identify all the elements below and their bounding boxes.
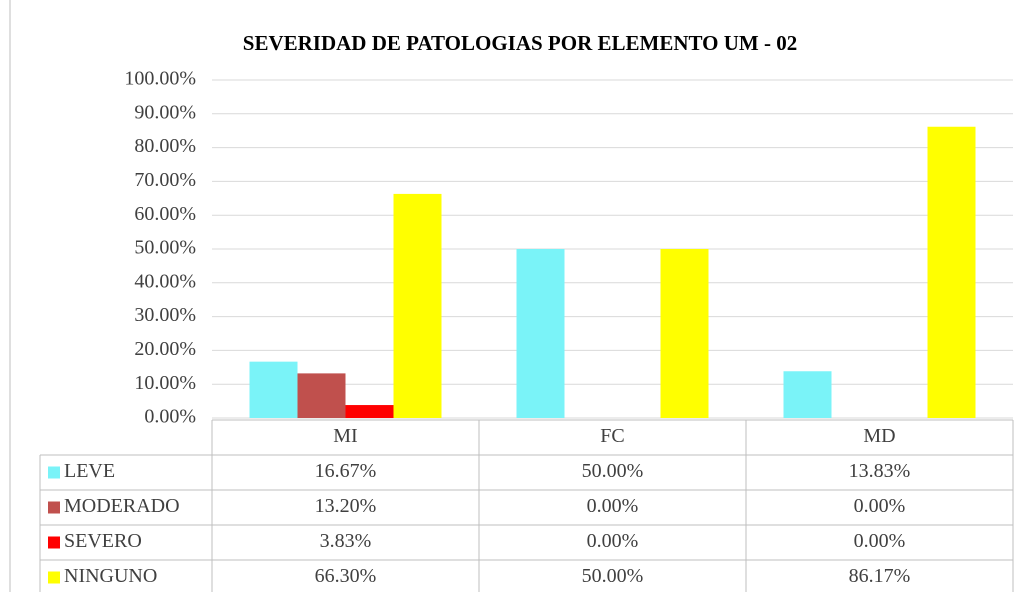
- y-tick-label: 30.00%: [134, 304, 196, 326]
- legend-label: MODERADO: [64, 495, 180, 517]
- legend-label: SEVERO: [64, 530, 142, 552]
- table-value: 13.20%: [315, 495, 377, 517]
- y-tick-label: 80.00%: [134, 135, 196, 157]
- x-tick-label: MI: [333, 425, 357, 447]
- table-value: 50.00%: [582, 565, 644, 587]
- bar: [249, 361, 298, 418]
- bar: [345, 405, 394, 418]
- legend-swatch: [48, 571, 60, 584]
- y-tick-label: 60.00%: [134, 203, 196, 225]
- legend-label: NINGUNO: [64, 565, 157, 587]
- y-tick-label: 10.00%: [134, 372, 196, 394]
- x-tick-label: MD: [863, 425, 895, 447]
- x-tick-label: FC: [600, 425, 624, 447]
- legend-swatch: [48, 536, 60, 549]
- table-value: 0.00%: [854, 530, 906, 552]
- bar: [393, 193, 442, 418]
- table-value: 16.67%: [315, 460, 377, 482]
- bar: [660, 249, 709, 418]
- bar: [927, 126, 976, 419]
- table-value: 3.83%: [320, 530, 372, 552]
- table-value: 0.00%: [587, 495, 639, 517]
- chart-title: SEVERIDAD DE PATOLOGIAS POR ELEMENTO UM …: [243, 31, 797, 55]
- legend-swatch: [48, 501, 60, 514]
- y-tick-label: 100.00%: [124, 68, 196, 90]
- bar: [783, 371, 832, 418]
- table-value: 86.17%: [849, 565, 911, 587]
- table-value: 13.83%: [849, 460, 911, 482]
- legend-swatch: [48, 466, 60, 479]
- legend-label: LEVE: [64, 460, 115, 482]
- table-value: 66.30%: [315, 565, 377, 587]
- y-tick-label: 20.00%: [134, 338, 196, 360]
- bar: [297, 373, 346, 418]
- table-value: 0.00%: [854, 495, 906, 517]
- bar: [516, 249, 565, 418]
- y-tick-label: 50.00%: [134, 237, 196, 259]
- y-tick-label: 0.00%: [144, 406, 196, 428]
- y-tick-label: 90.00%: [134, 101, 196, 123]
- table-value: 50.00%: [582, 460, 644, 482]
- table-value: 0.00%: [587, 530, 639, 552]
- y-tick-label: 70.00%: [134, 169, 196, 191]
- y-tick-label: 40.00%: [134, 270, 196, 292]
